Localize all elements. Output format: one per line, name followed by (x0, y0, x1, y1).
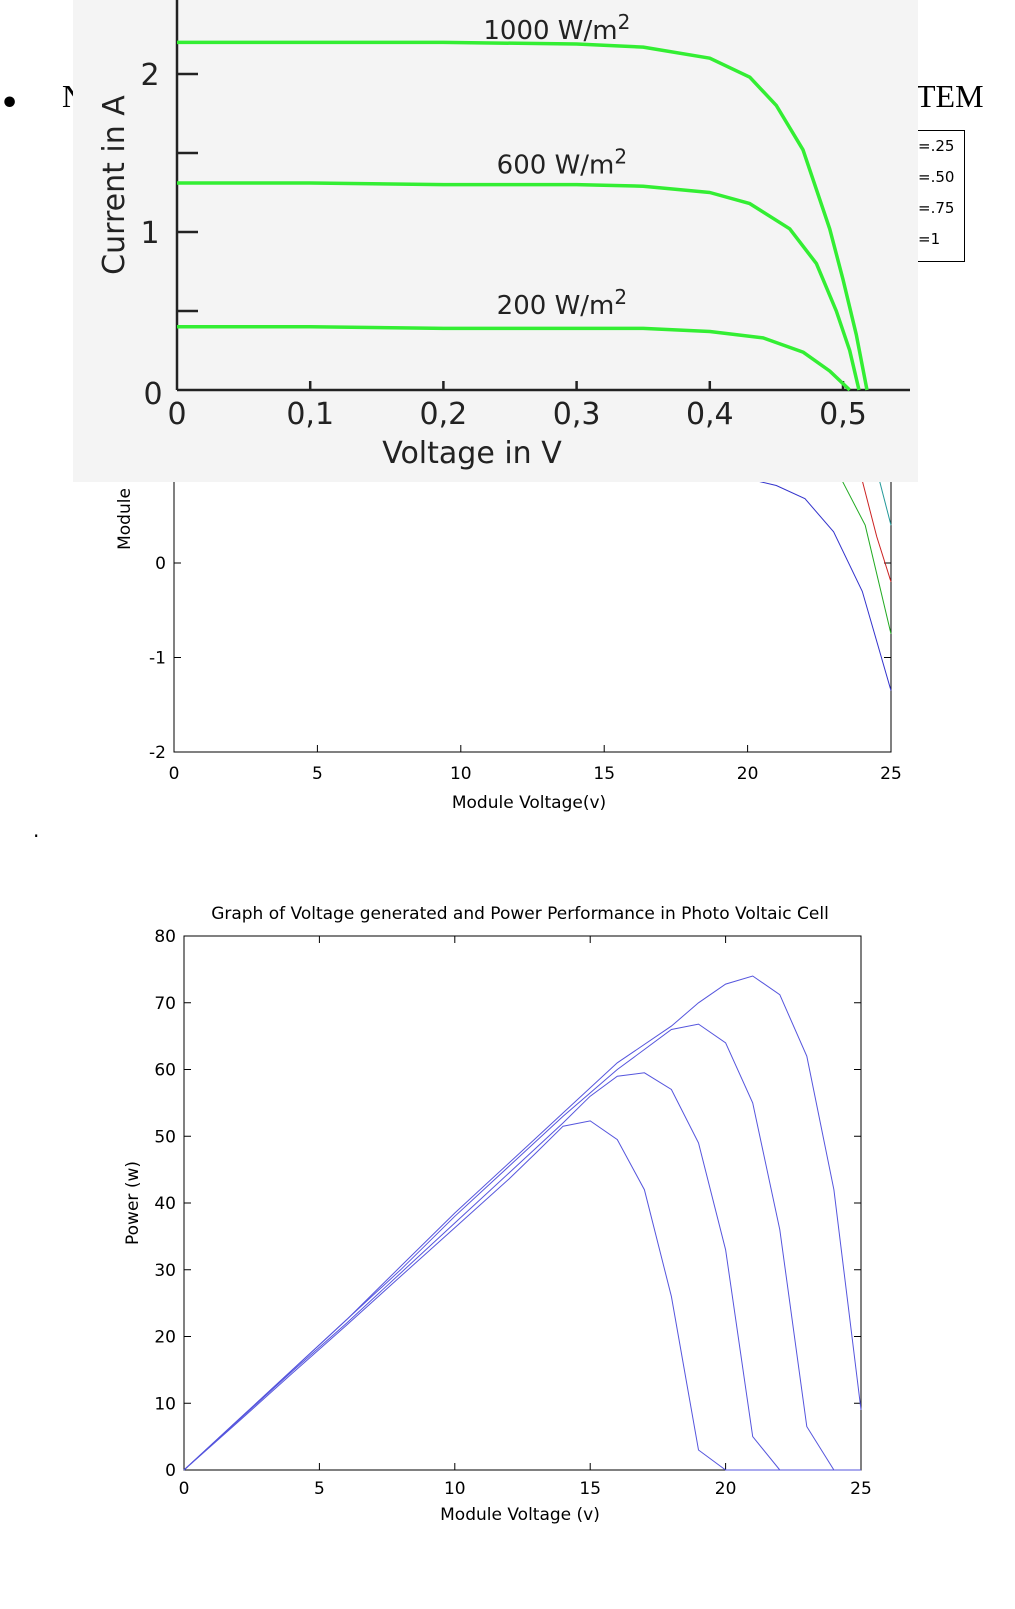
y-tick-label: -1 (149, 649, 166, 669)
heading-fragment-right: TEM (916, 78, 984, 114)
y-tick-label: 10 (154, 1394, 176, 1414)
legend-item: =.25 (918, 137, 955, 155)
series-line (177, 325, 851, 392)
x-tick-label: 0,4 (686, 397, 734, 432)
series-label-superscript: 2 (614, 285, 627, 309)
y-axis-label: Power (w) (123, 1161, 143, 1245)
x-axis-label: Module Voltage (v) (440, 1505, 600, 1525)
bullet-marker: • (0, 86, 20, 121)
series-line (756, 480, 892, 691)
y-tick-label: 20 (154, 1328, 176, 1348)
x-tick-label: 15 (593, 764, 615, 784)
x-axis-label: Module Voltage(v) (452, 793, 606, 813)
series-line (177, 181, 861, 391)
series-line (183, 1120, 861, 1471)
x-tick-label: 20 (715, 1479, 737, 1499)
series-line (879, 480, 892, 526)
x-tick-label: 20 (737, 764, 759, 784)
legend-item: =.50 (918, 168, 955, 186)
x-tick-label: 10 (450, 764, 472, 784)
x-tick-label: 5 (314, 1479, 325, 1499)
x-tick-label: 0 (167, 397, 186, 432)
y-tick-label: 40 (154, 1194, 176, 1214)
legend-item: =.75 (918, 199, 955, 217)
x-tick-label: 0,3 (553, 397, 601, 432)
series-line (183, 1072, 861, 1471)
irradiance-iv-chart-panel (73, 0, 918, 482)
x-tick-label: 0,1 (286, 397, 334, 432)
y-tick-label: 2 (140, 58, 159, 93)
y-axis-label: Module (115, 488, 135, 550)
series-label: 600 W/m2 (497, 145, 627, 181)
y-tick-label: 80 (154, 927, 176, 947)
plot-frame (183, 935, 862, 1471)
chart-title: Graph of Voltage generated and Power Per… (211, 904, 829, 924)
origin-y-label: 0 (143, 377, 162, 412)
bullet-dot: . (33, 818, 40, 842)
y-tick-label: -2 (149, 743, 166, 763)
x-tick-label: 10 (444, 1479, 466, 1499)
y-tick-label: 70 (154, 994, 176, 1014)
series-line (183, 1023, 861, 1471)
series-line (183, 975, 862, 1471)
series-label: 1000 W/m2 (483, 10, 630, 46)
y-tick-label: 1 (140, 216, 159, 251)
series-line (841, 480, 892, 635)
y-tick-label: 30 (154, 1261, 176, 1281)
legend-item: =1 (918, 230, 941, 248)
y-tick-label: 50 (154, 1127, 176, 1147)
series-line (861, 480, 892, 583)
x-tick-label: 0,5 (819, 397, 867, 432)
legend-box: =.25 =.50 =.75 =1 (918, 130, 965, 262)
x-tick-label: 0 (179, 1479, 190, 1499)
y-axis-label: Current in A (97, 95, 132, 275)
y-tick-label: 0 (165, 1461, 176, 1481)
series-label-superscript: 2 (614, 145, 627, 169)
y-tick-label: 0 (155, 554, 166, 574)
y-tick-label: 60 (154, 1061, 176, 1081)
x-tick-label: 25 (880, 764, 902, 784)
series-line (177, 40, 869, 391)
x-tick-label: 0,2 (420, 397, 468, 432)
x-tick-label: 5 (312, 764, 323, 784)
x-axis-label: Voltage in V (382, 436, 562, 471)
x-tick-label: 25 (850, 1479, 872, 1499)
x-tick-label: 0 (169, 764, 180, 784)
x-tick-label: 15 (579, 1479, 601, 1499)
series-label-superscript: 2 (618, 10, 631, 34)
series-label: 200 W/m2 (497, 285, 627, 321)
